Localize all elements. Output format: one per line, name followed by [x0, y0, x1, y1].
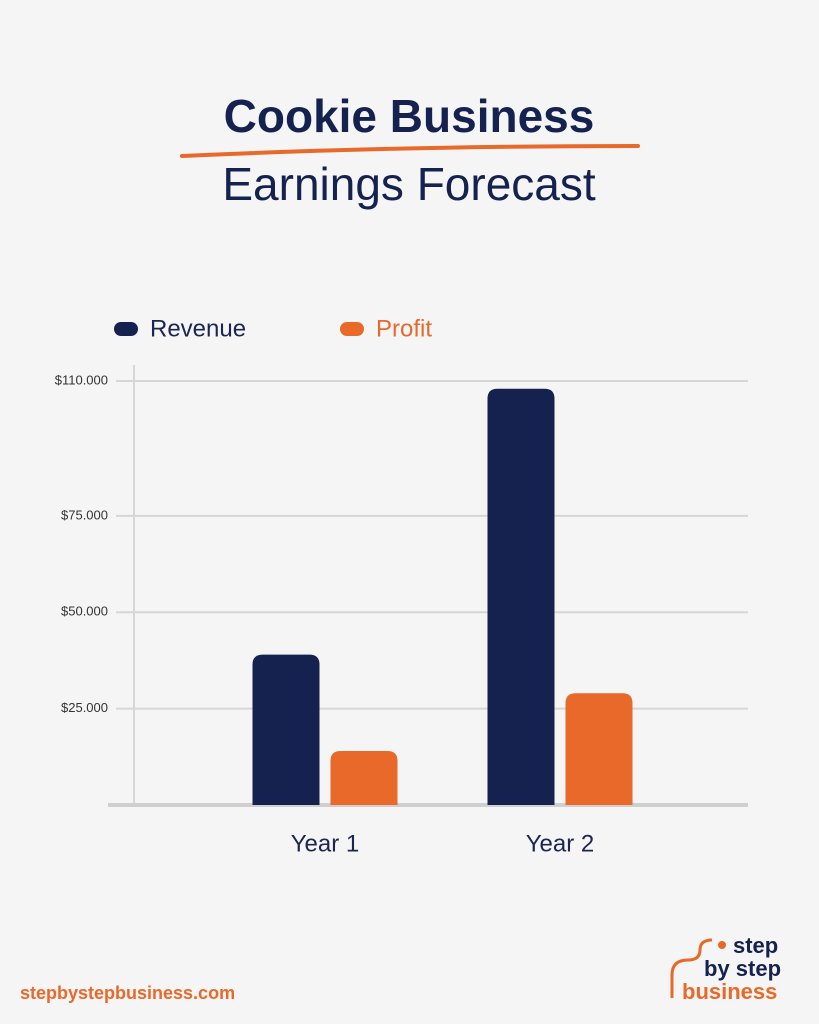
logo-mark [670, 938, 713, 998]
bar [487, 388, 555, 805]
chart-title: Cookie Business [224, 90, 595, 142]
title-underline [180, 144, 640, 158]
bar [565, 693, 633, 805]
legend-label: Profit [376, 315, 432, 342]
logo-text: by step [704, 956, 781, 981]
y-tick-label: $75.000 [61, 507, 108, 522]
legend-swatch [114, 322, 138, 336]
footer-url: stepbystepbusiness.com [20, 983, 235, 1003]
logo-text: step [733, 933, 778, 958]
logo-dot [718, 941, 726, 949]
y-tick-label: $110.000 [55, 372, 108, 387]
logo-text: business [682, 979, 777, 1004]
y-tick-label: $50.000 [61, 604, 108, 619]
y-tick-label: $25.000 [61, 700, 108, 715]
legend-swatch [340, 322, 364, 336]
chart-subtitle: Earnings Forecast [222, 158, 595, 210]
legend-label: Revenue [150, 315, 246, 342]
x-tick-label: Year 2 [526, 830, 595, 857]
x-tick-label: Year 1 [291, 830, 360, 857]
bar [330, 751, 398, 805]
bar [252, 654, 320, 805]
